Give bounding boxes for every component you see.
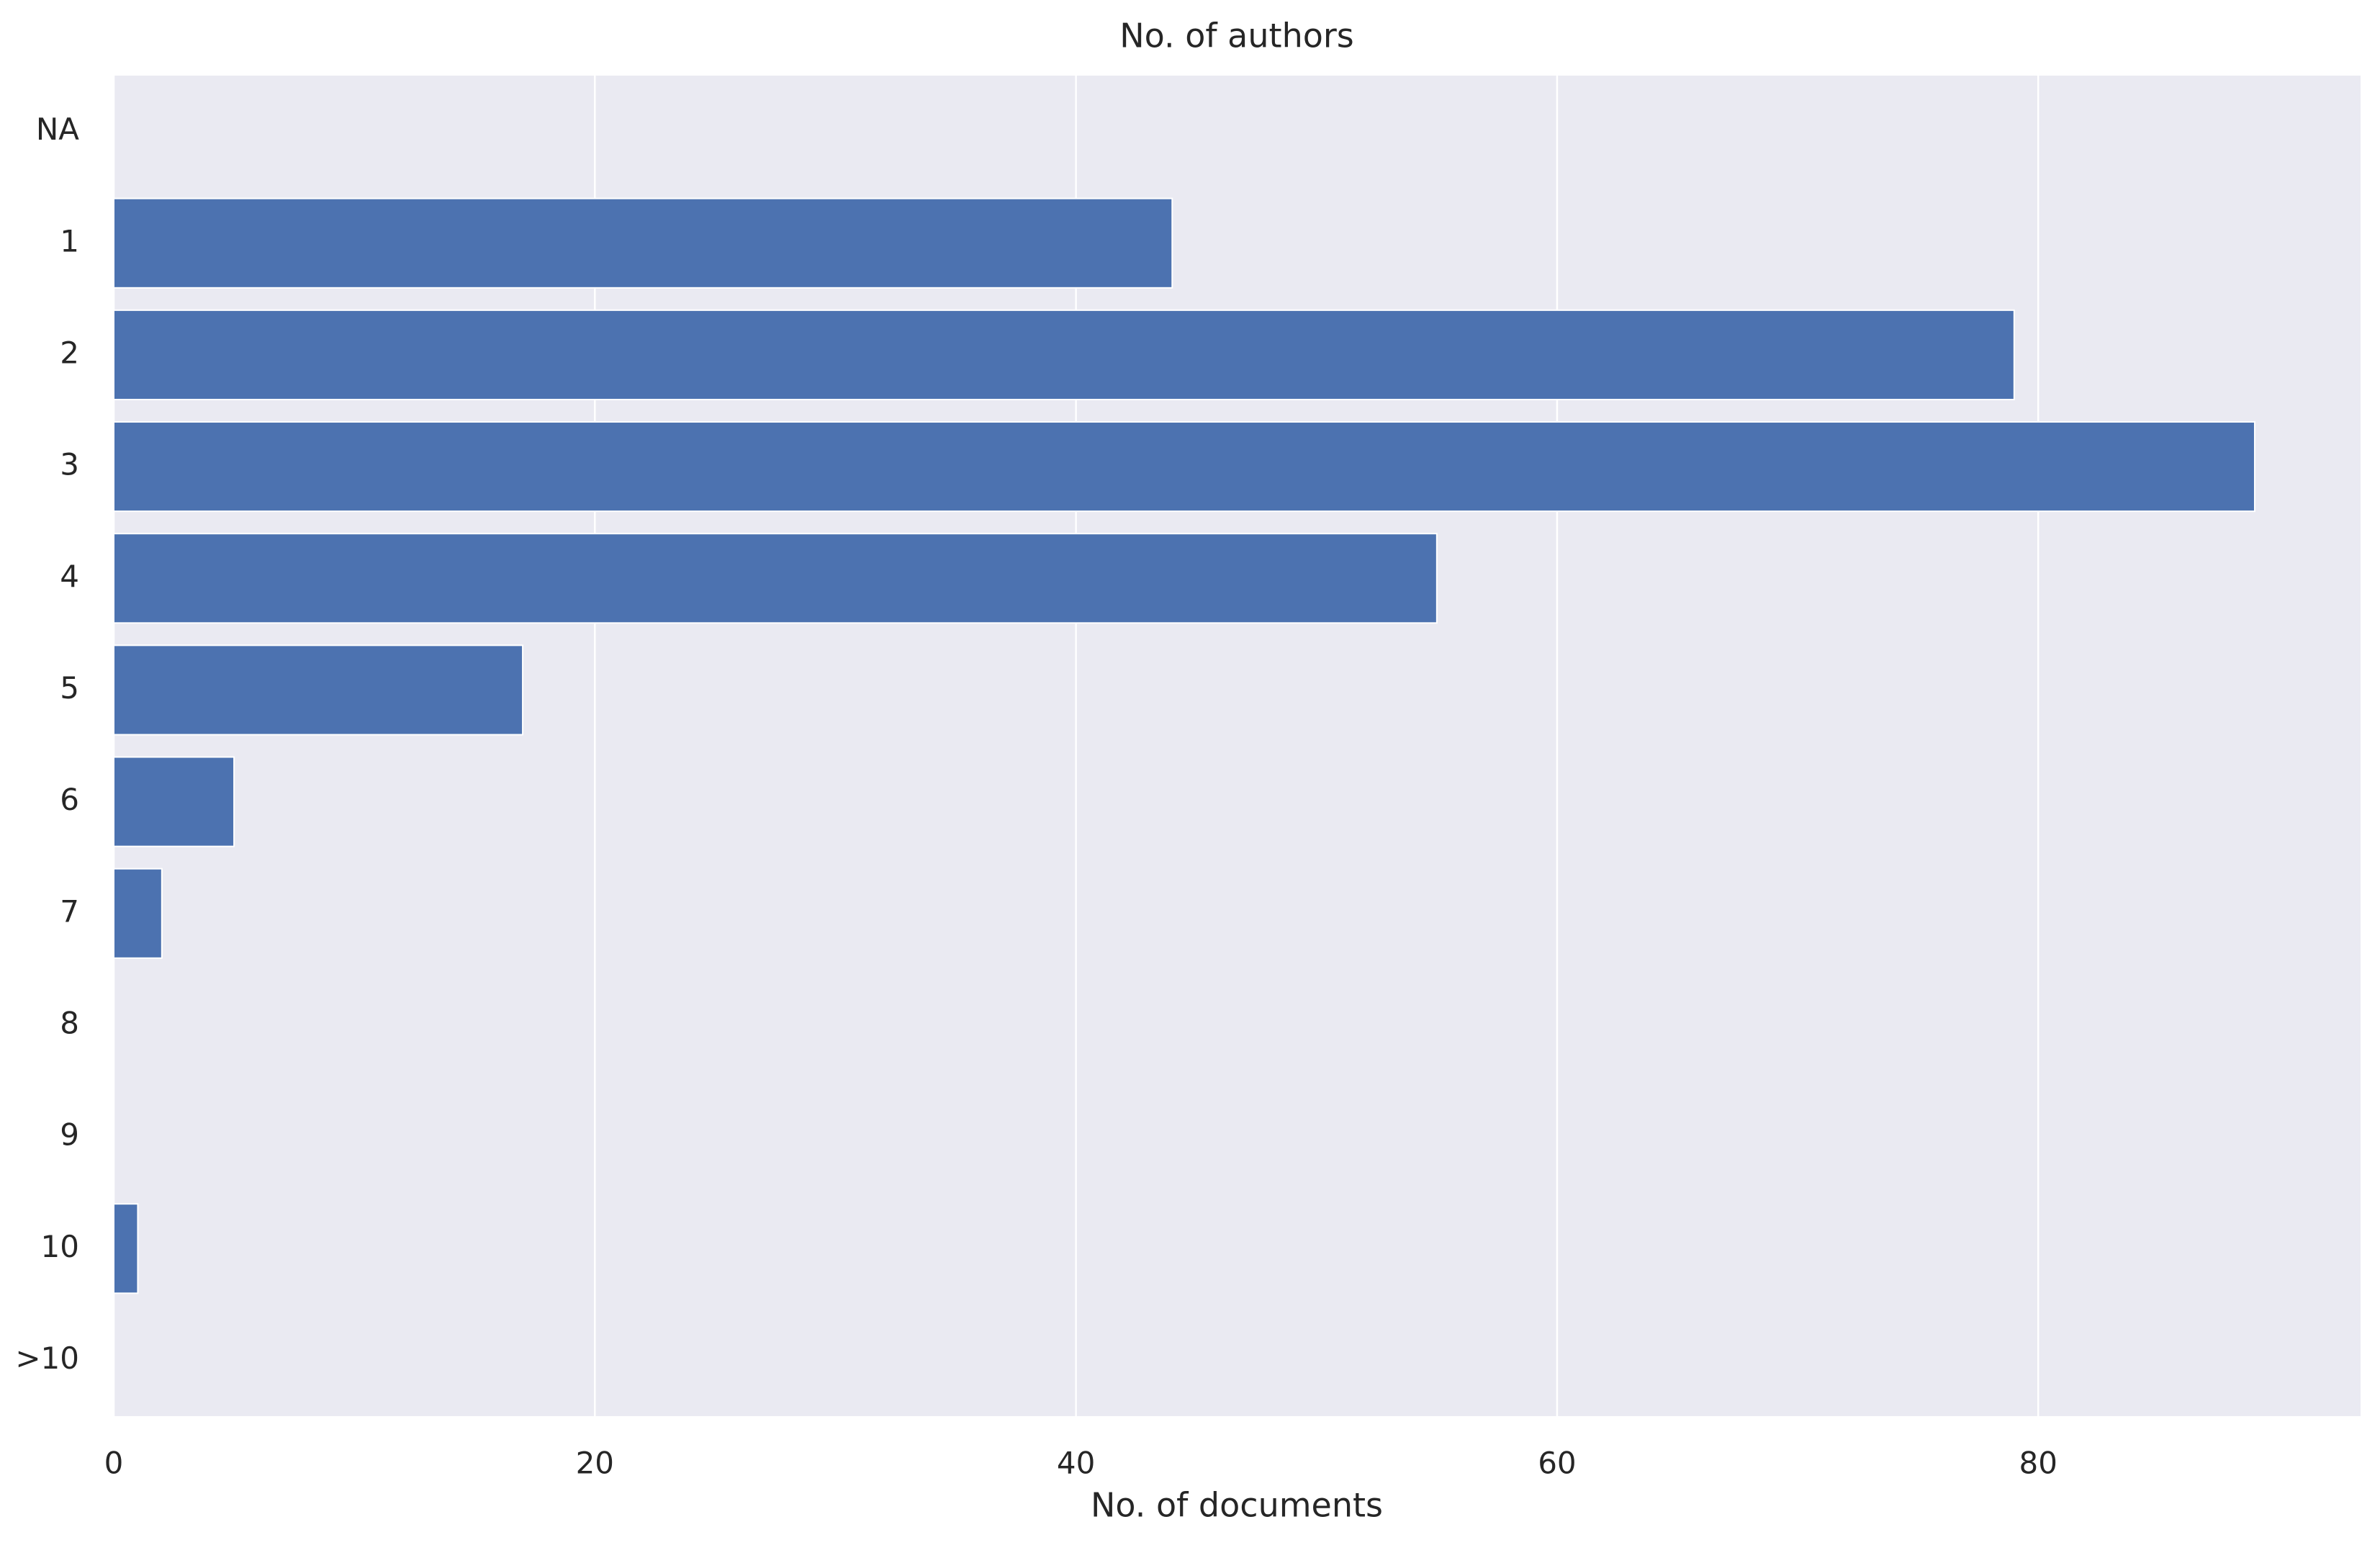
y-tick-label: NA [36, 112, 79, 147]
bar [113, 421, 2255, 513]
y-tick-label: 5 [60, 670, 79, 706]
y-tick-label: 7 [60, 893, 79, 929]
bar [113, 309, 2015, 400]
plot-area [114, 76, 2361, 1416]
x-tick-label: 40 [1057, 1446, 1095, 1481]
y-tick-label: 10 [41, 1229, 79, 1264]
x-axis-label: No. of documents [1091, 1486, 1383, 1525]
bar [113, 756, 235, 847]
x-tick-label: 20 [576, 1446, 614, 1481]
x-tick-label: 0 [104, 1446, 124, 1481]
x-tick-label: 60 [1538, 1446, 1576, 1481]
y-tick-label: 3 [60, 447, 79, 482]
y-tick-label: >10 [15, 1341, 79, 1376]
y-tick-label: 6 [60, 782, 79, 817]
y-tick-label: 2 [60, 335, 79, 370]
x-tick-label: 80 [2019, 1446, 2057, 1481]
y-tick-label: 1 [60, 223, 79, 258]
bar [113, 868, 163, 959]
bar [113, 197, 1173, 289]
bar [113, 644, 524, 736]
bar [113, 1203, 139, 1294]
y-tick-label: 8 [60, 1005, 79, 1040]
y-tick-label: 4 [60, 559, 79, 594]
chart-title: No. of authors [1119, 17, 1354, 55]
bar [113, 533, 1438, 624]
y-tick-label: 9 [60, 1117, 79, 1153]
